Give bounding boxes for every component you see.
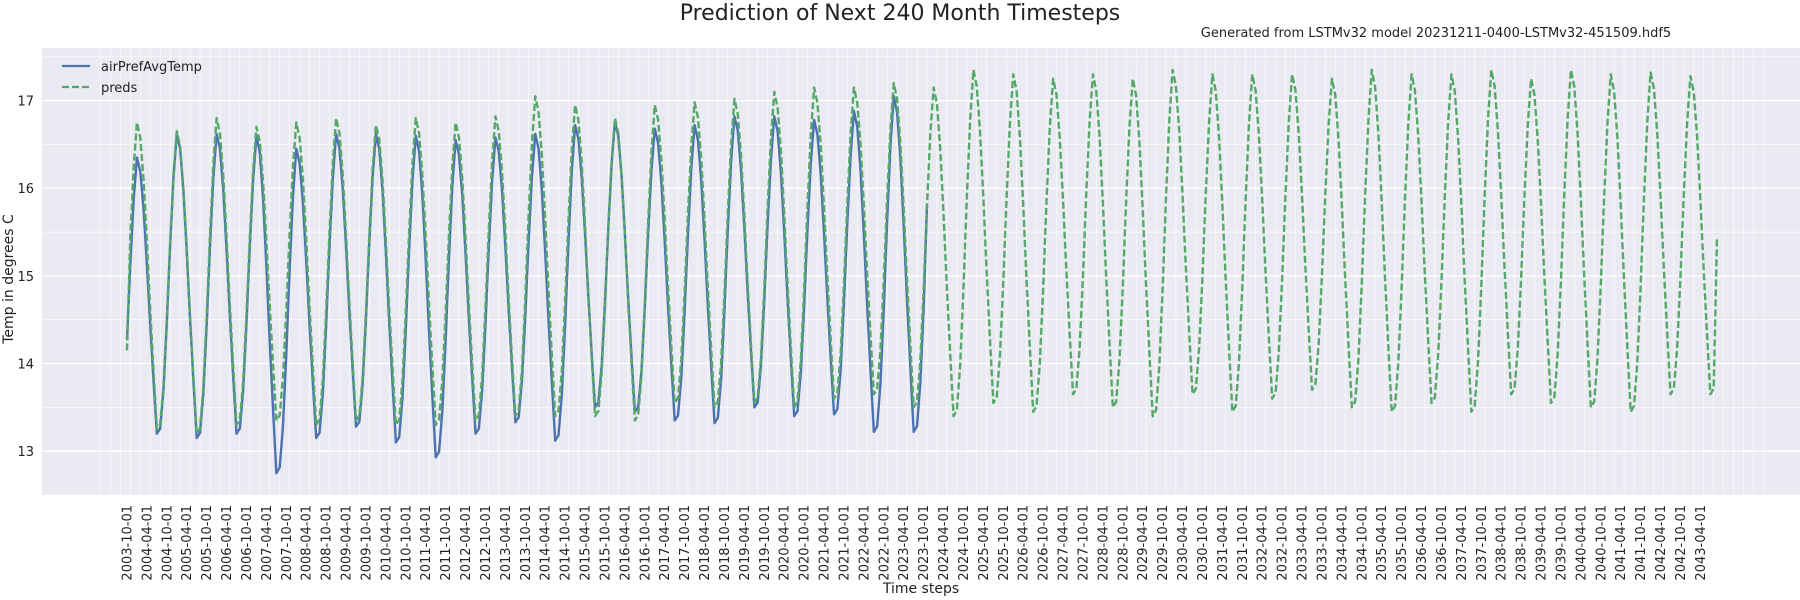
series-layer bbox=[125, 68, 1719, 475]
x-tick-label: 2009-04-01 bbox=[340, 505, 355, 581]
x-tick-label: 2035-10-01 bbox=[1395, 505, 1410, 581]
x-tick-label: 2030-04-01 bbox=[1176, 505, 1191, 581]
x-tick-label: 2008-04-01 bbox=[300, 505, 315, 581]
x-tick-label: 2003-10-01 bbox=[121, 505, 136, 581]
y-tick-label: 15 bbox=[17, 270, 34, 285]
x-tick-label: 2010-10-01 bbox=[399, 505, 414, 581]
chart-title: Prediction of Next 240 Month Timesteps bbox=[680, 1, 1121, 26]
x-tick-label: 2011-10-01 bbox=[439, 505, 454, 581]
x-tick-label: 2031-04-01 bbox=[1216, 505, 1231, 581]
x-tick-label: 2043-04-01 bbox=[1694, 505, 1709, 581]
x-tick-label: 2029-04-01 bbox=[1136, 505, 1151, 581]
x-tick-label: 2037-04-01 bbox=[1455, 505, 1470, 581]
y-tick-label: 17 bbox=[17, 95, 34, 110]
x-tick-label: 2017-04-01 bbox=[658, 505, 673, 581]
x-tick-label: 2005-10-01 bbox=[200, 505, 215, 581]
chart-subtitle: Generated from LSTMv32 model 20231211-04… bbox=[1201, 26, 1671, 41]
y-axis-ticks: 13 14 15 16 17 bbox=[17, 95, 34, 461]
x-tick-label: 2021-04-01 bbox=[818, 505, 833, 581]
x-tick-label: 2030-10-01 bbox=[1196, 505, 1211, 581]
x-tick-label: 2028-10-01 bbox=[1116, 505, 1131, 581]
x-tick-label: 2036-10-01 bbox=[1435, 505, 1450, 581]
x-tick-label: 2006-10-01 bbox=[240, 505, 255, 581]
x-tick-label: 2024-04-01 bbox=[937, 505, 952, 581]
y-tick-label: 13 bbox=[17, 445, 34, 460]
x-tick-label: 2040-10-01 bbox=[1594, 505, 1609, 581]
x-tick-label: 2015-04-01 bbox=[579, 505, 594, 581]
x-tick-label: 2033-10-01 bbox=[1316, 505, 1331, 581]
x-tick-label: 2041-04-01 bbox=[1614, 505, 1629, 581]
x-tick-label: 2032-04-01 bbox=[1256, 505, 1271, 581]
x-tick-label: 2026-10-01 bbox=[1037, 505, 1052, 581]
x-tick-label: 2041-10-01 bbox=[1634, 505, 1649, 581]
x-tick-label: 2027-10-01 bbox=[1077, 505, 1092, 581]
x-tick-label: 2007-04-01 bbox=[260, 505, 275, 581]
x-tick-label: 2019-10-01 bbox=[758, 505, 773, 581]
x-tick-label: 2019-04-01 bbox=[738, 505, 753, 581]
x-tick-label: 2018-04-01 bbox=[698, 505, 713, 581]
x-tick-label: 2040-04-01 bbox=[1574, 505, 1589, 581]
x-tick-label: 2031-10-01 bbox=[1236, 505, 1251, 581]
x-tick-label: 2037-10-01 bbox=[1475, 505, 1490, 581]
x-tick-label: 2010-04-01 bbox=[379, 505, 394, 581]
x-tick-label: 2034-10-01 bbox=[1355, 505, 1370, 581]
x-tick-label: 2013-04-01 bbox=[499, 505, 514, 581]
x-tick-label: 2024-10-01 bbox=[957, 505, 972, 581]
x-tick-label: 2033-04-01 bbox=[1296, 505, 1311, 581]
x-tick-label: 2029-10-01 bbox=[1156, 505, 1171, 581]
x-tick-label: 2012-04-01 bbox=[459, 505, 474, 581]
x-tick-label: 2011-04-01 bbox=[419, 505, 434, 581]
legend: airPrefAvgTemp preds bbox=[62, 60, 202, 96]
x-tick-label: 2023-10-01 bbox=[917, 505, 932, 581]
series-line-preds bbox=[125, 68, 1719, 435]
x-tick-label: 2013-10-01 bbox=[519, 505, 534, 581]
x-axis-ticks: 2003-10-01 2004-04-01 2004-10-01 2005-04-01… bbox=[121, 505, 1709, 581]
x-tick-label: 2038-10-01 bbox=[1515, 505, 1530, 581]
x-tick-label: 2039-04-01 bbox=[1535, 505, 1550, 581]
x-tick-label: 2016-04-01 bbox=[618, 505, 633, 581]
y-tick-label: 16 bbox=[17, 182, 34, 197]
x-tick-label: 2022-04-01 bbox=[857, 505, 872, 581]
x-tick-label: 2009-10-01 bbox=[360, 505, 375, 581]
legend-label-airPrefAvgTemp: airPrefAvgTemp bbox=[101, 60, 202, 75]
x-tick-label: 2014-10-01 bbox=[559, 505, 574, 581]
x-tick-label: 2042-10-01 bbox=[1674, 505, 1689, 581]
x-tick-label: 2025-04-01 bbox=[977, 505, 992, 581]
x-tick-label: 2036-04-01 bbox=[1415, 505, 1430, 581]
x-tick-label: 2034-04-01 bbox=[1335, 505, 1350, 581]
x-tick-label: 2016-10-01 bbox=[638, 505, 653, 581]
x-tick-label: 2004-04-01 bbox=[140, 505, 155, 581]
x-tick-label: 2008-10-01 bbox=[320, 505, 335, 581]
x-tick-label: 2035-04-01 bbox=[1375, 505, 1390, 581]
x-tick-label: 2014-04-01 bbox=[539, 505, 554, 581]
x-tick-label: 2006-04-01 bbox=[220, 505, 235, 581]
x-tick-label: 2027-04-01 bbox=[1057, 505, 1072, 581]
x-tick-label: 2020-04-01 bbox=[778, 505, 793, 581]
x-tick-label: 2026-04-01 bbox=[1017, 505, 1032, 581]
x-tick-label: 2039-10-01 bbox=[1555, 505, 1570, 581]
x-tick-label: 2022-10-01 bbox=[877, 505, 892, 581]
x-tick-label: 2012-10-01 bbox=[479, 505, 494, 581]
legend-label-preds: preds bbox=[101, 81, 138, 96]
x-tick-label: 2025-10-01 bbox=[997, 505, 1012, 581]
x-tick-label: 2028-04-01 bbox=[1096, 505, 1111, 581]
grid-lines bbox=[42, 48, 1800, 496]
y-tick-label: 14 bbox=[17, 358, 34, 373]
x-tick-label: 2021-10-01 bbox=[838, 505, 853, 581]
x-axis-label: Time steps bbox=[882, 581, 959, 597]
x-tick-label: 2018-10-01 bbox=[718, 505, 733, 581]
y-axis-label: Temp in degrees C bbox=[1, 214, 17, 345]
x-tick-label: 2004-10-01 bbox=[160, 505, 175, 581]
x-tick-label: 2007-10-01 bbox=[280, 505, 295, 581]
x-tick-label: 2042-04-01 bbox=[1654, 505, 1669, 581]
x-tick-label: 2005-04-01 bbox=[180, 505, 195, 581]
x-tick-label: 2020-10-01 bbox=[798, 505, 813, 581]
x-tick-label: 2023-04-01 bbox=[897, 505, 912, 581]
x-tick-label: 2032-10-01 bbox=[1276, 505, 1291, 581]
x-tick-label: 2017-10-01 bbox=[678, 505, 693, 581]
x-tick-label: 2038-04-01 bbox=[1495, 505, 1510, 581]
x-tick-label: 2015-10-01 bbox=[599, 505, 614, 581]
